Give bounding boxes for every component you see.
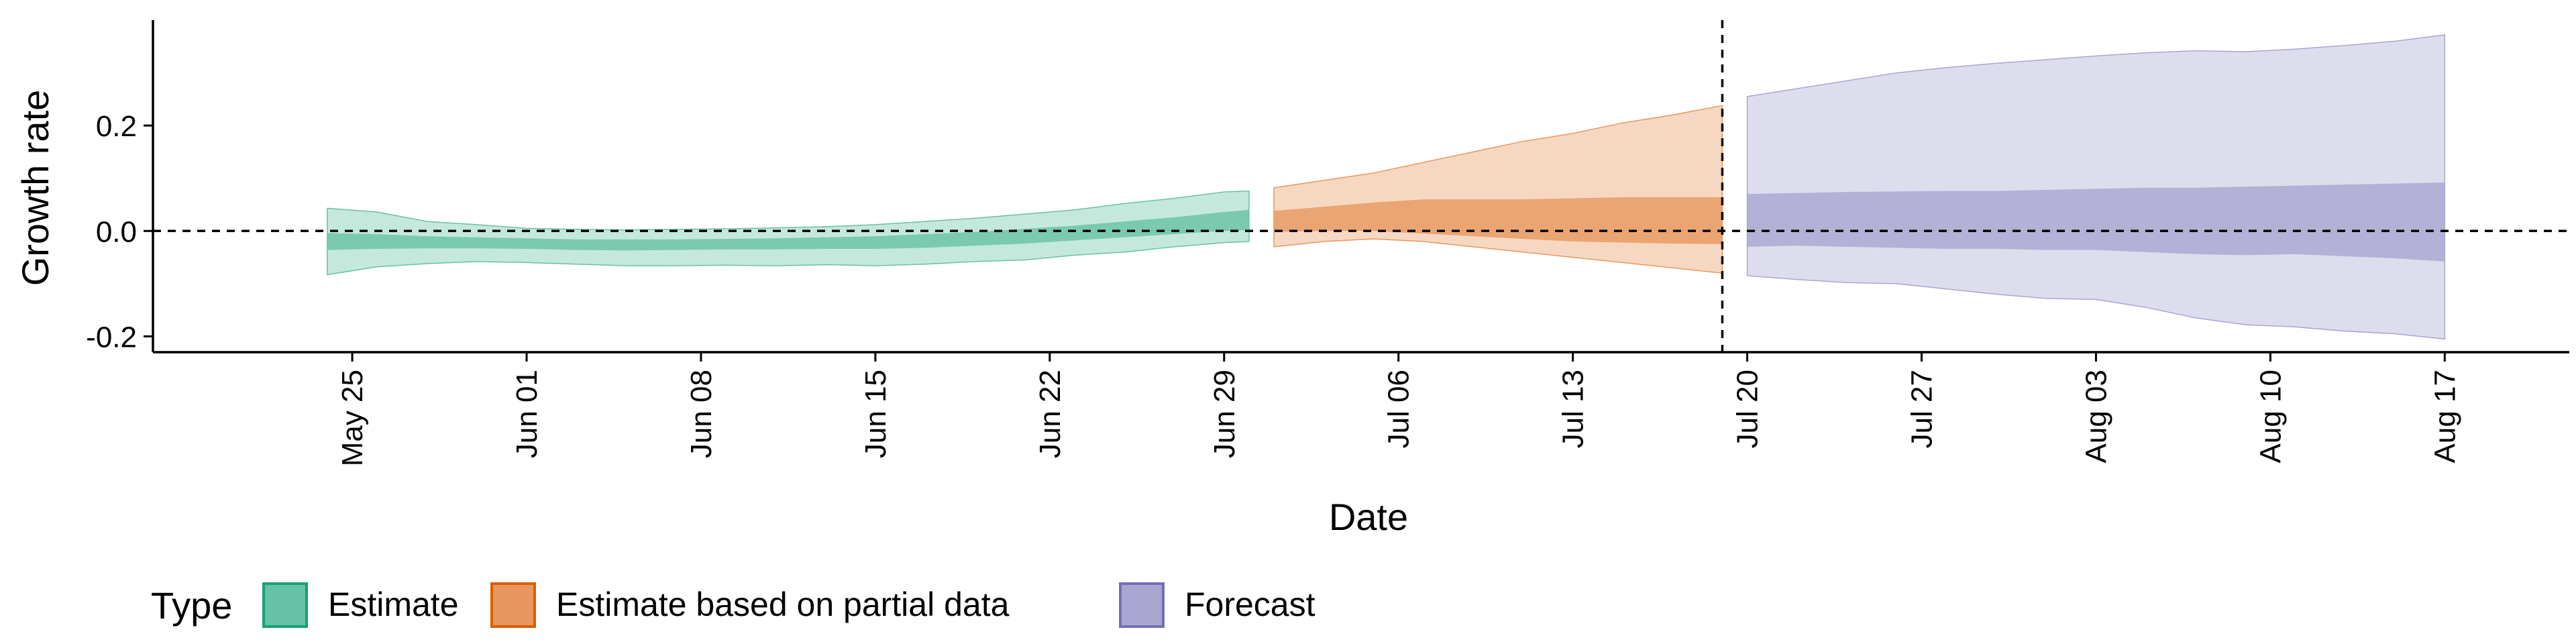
legend: Type Estimate Estimate based on partial d… [151,582,1316,628]
y-tick-label: -0.2 [86,321,137,354]
x-tick-label: Jun 08 [685,370,718,458]
x-tick-label: Jun 22 [1034,370,1067,458]
estimate-based-on-partial-data-inner-band [1274,197,1723,244]
y-tick-label: 0.0 [96,215,137,248]
estimate-outer-band [327,190,1250,276]
ticks-layer: -0.2 0.0 0.2 May 25 Jun 01 Jun 08 Jun 15 Jun 22… [86,110,2461,466]
forecast-outer-band [1746,34,2446,340]
x-tick-label: Jun 15 [859,370,892,458]
x-tick-label: Aug 17 [2428,370,2461,463]
estimate-inner-band [327,209,1249,251]
legend-title: Type [151,584,232,627]
bands-layer [327,34,2446,340]
forecast-inner-band [1747,182,2445,262]
legend-key-estimate-based-on-partial-data [490,582,536,628]
x-tick-label: Jun 29 [1208,370,1241,458]
legend-key-forecast [1119,582,1165,628]
y-axis-title: Growth rate [14,90,56,286]
x-axis-title: Date [1329,496,1408,538]
x-tick-label: Jul 20 [1731,370,1764,448]
y-tick-label: 0.2 [96,110,137,143]
legend-key-estimate [262,582,308,628]
legend-label-forecast: Forecast [1185,586,1316,623]
x-tick-label: Jun 01 [511,370,543,458]
x-tick-label: Jul 06 [1383,370,1415,448]
legend-label-estimate-based-on-partial-data: Estimate based on partial data [556,586,1010,623]
axes-layer [152,20,2569,354]
legend-label-estimate: Estimate [328,586,459,623]
x-tick-label: Aug 03 [2080,370,2113,463]
x-tick-label: Jul 27 [1906,370,1939,448]
x-tick-label: Jul 13 [1557,370,1590,448]
estimate-based-on-partial-data-outer-band [1273,105,1723,274]
x-tick-label: Aug 10 [2254,370,2287,463]
reference-lines [153,20,2569,352]
x-tick-label: May 25 [336,370,369,466]
